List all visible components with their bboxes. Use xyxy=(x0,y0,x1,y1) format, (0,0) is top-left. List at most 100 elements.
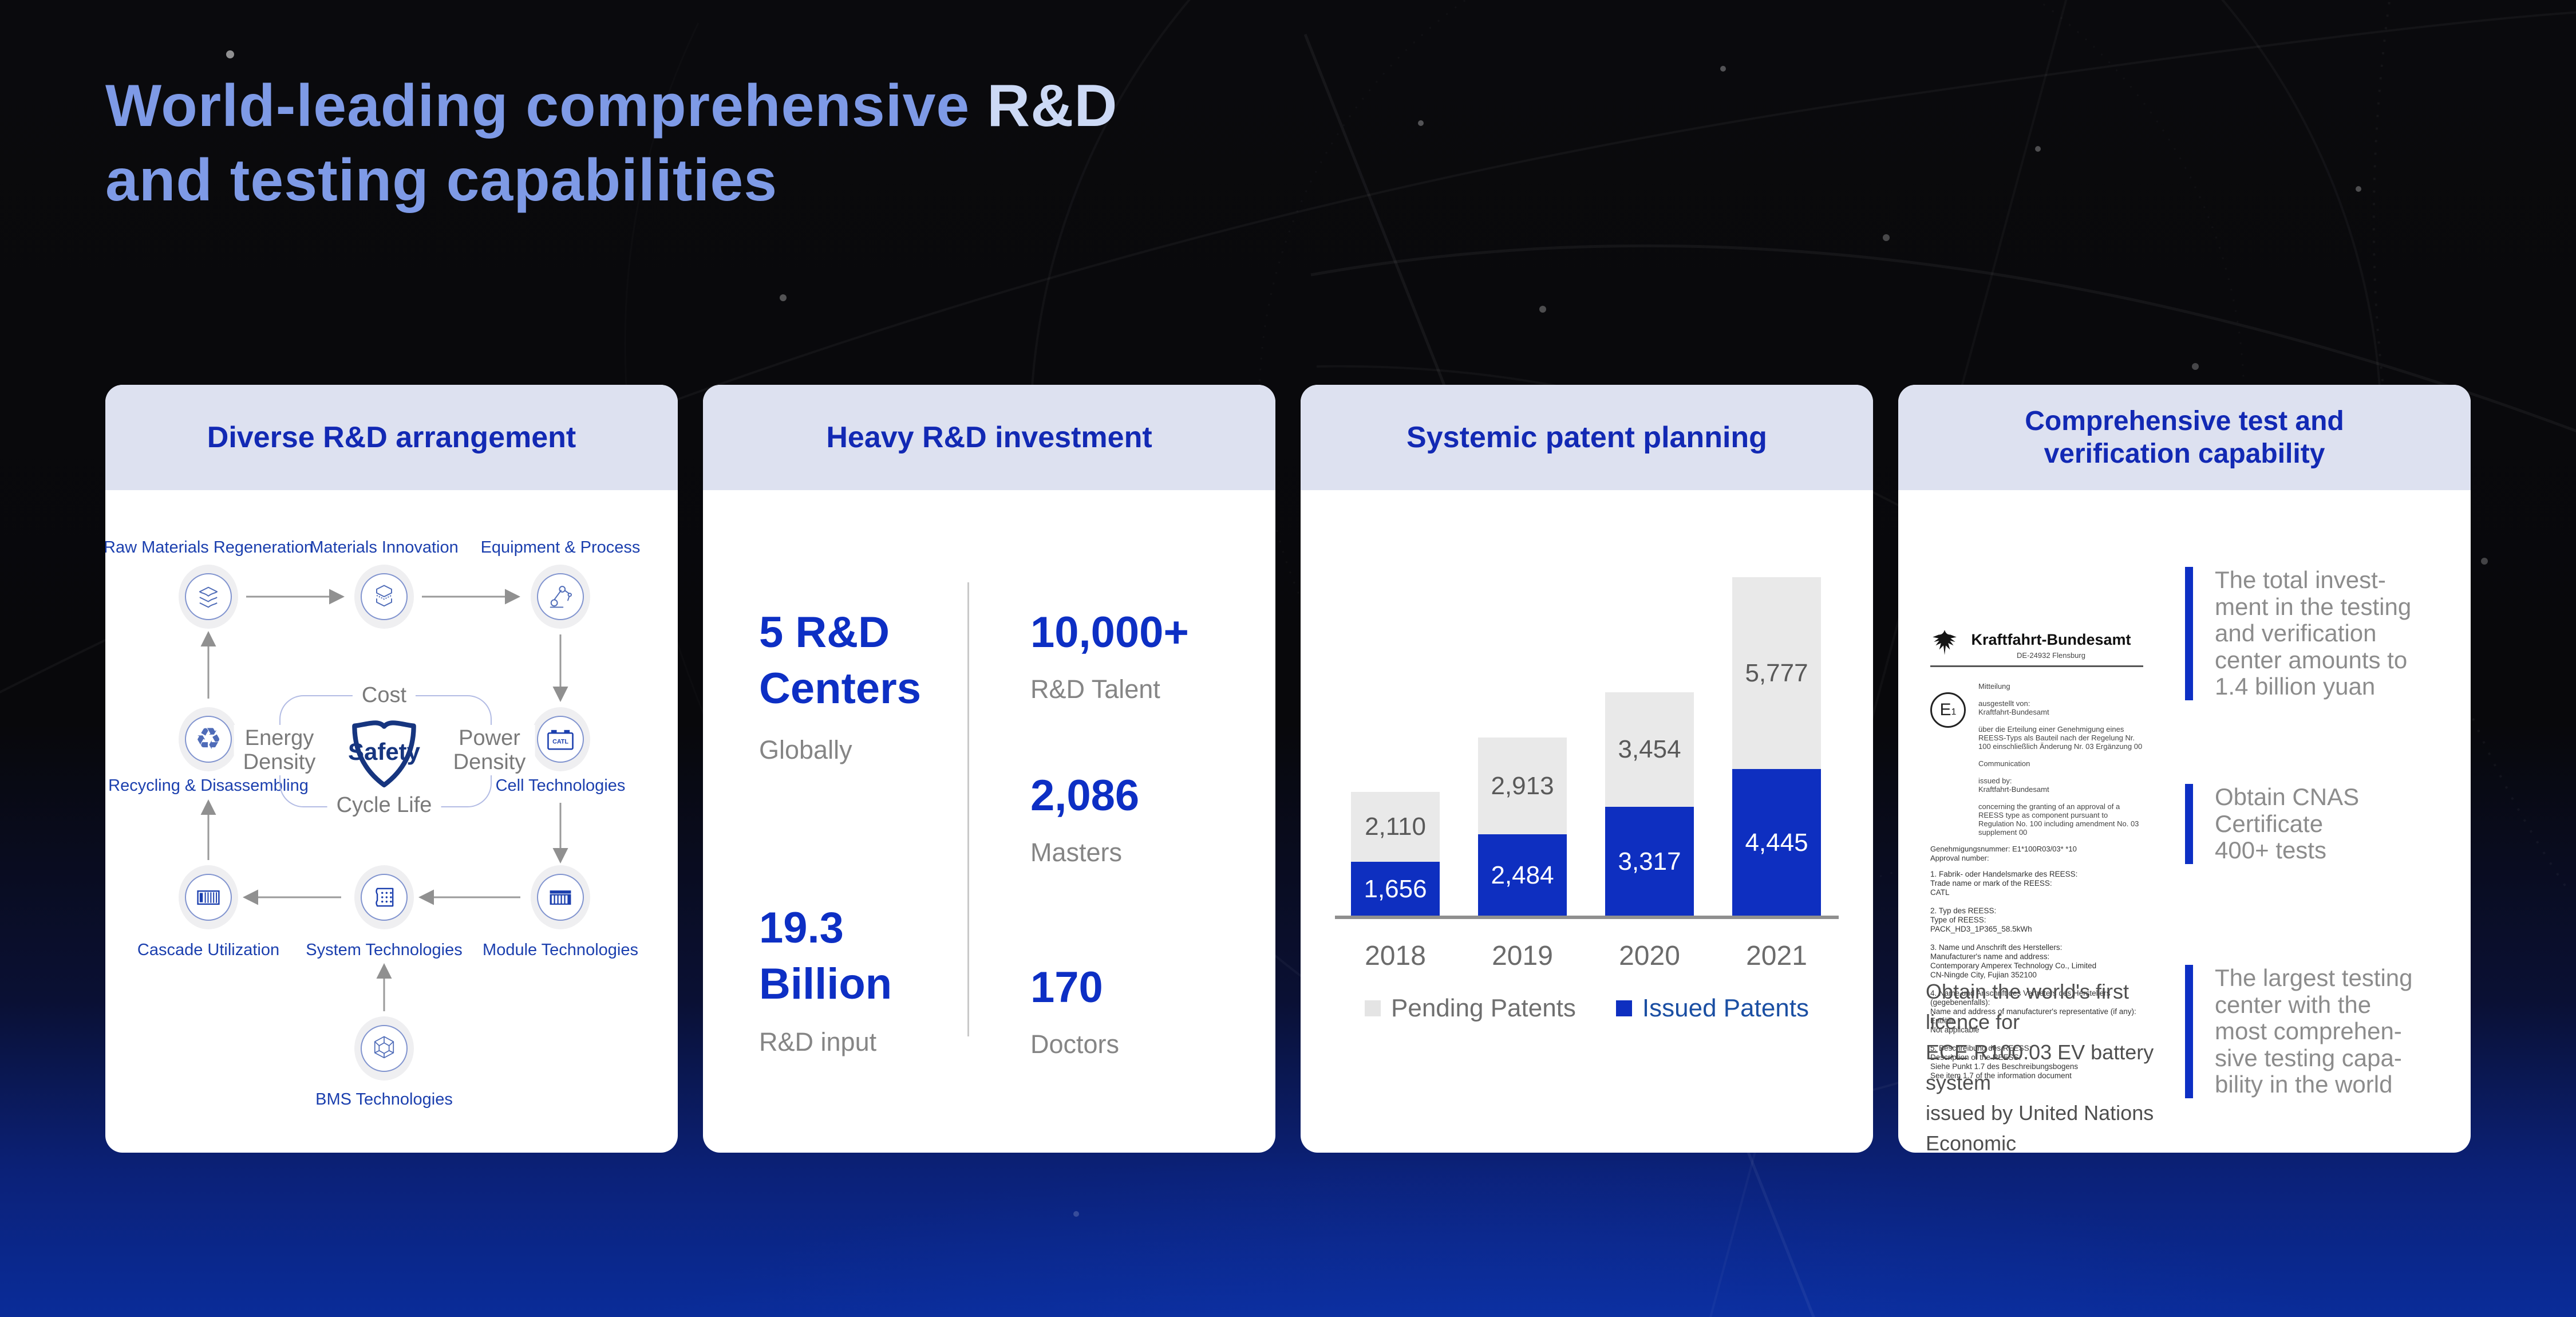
node-label-bms: BMS Technologies xyxy=(315,1090,453,1109)
module-icon xyxy=(550,890,571,905)
issued-segment: 4,445 xyxy=(1732,769,1821,917)
cascade-rack-icon xyxy=(197,890,220,905)
card-rd-arrangement: Diverse R&D arrangement xyxy=(105,385,678,1153)
issued-segment: 3,317 xyxy=(1605,807,1694,917)
card-patent-planning: Systemic patent planning 2,110 1,656 2,9… xyxy=(1301,385,1873,1153)
bullet-bar xyxy=(2185,567,2193,700)
node-materials-innovation xyxy=(354,565,414,629)
bullet-total-investment: The total invest- ment in the testing an… xyxy=(2185,566,2411,700)
issued-swatch-icon xyxy=(1615,1000,1632,1016)
pending-segment: 2,110 xyxy=(1351,792,1440,862)
robot-arm-icon xyxy=(550,586,572,608)
stat-rd-input-label: R&D input xyxy=(759,1027,877,1056)
stat-doctors: 170 xyxy=(1030,963,1103,1012)
bullet-largest-testing-center: The largest testing center with the most… xyxy=(2185,964,2413,1098)
pending-segment: 5,777 xyxy=(1732,577,1821,769)
bullet-bar xyxy=(2185,965,2193,1098)
issued-value: 2,484 xyxy=(1491,861,1554,889)
bullet-cnas-certificate: Obtain CNAS Certificate 400+ tests xyxy=(2185,783,2360,864)
node-label-cascade: Cascade Utilization xyxy=(137,941,280,959)
catl-battery-icon: CATL xyxy=(547,730,574,750)
bar-2021: 5,777 4,445 xyxy=(1732,577,1821,917)
title-line-2: and testing capabilities xyxy=(105,147,778,214)
bullet-text: The largest testing center with the most… xyxy=(2215,964,2413,1098)
factor-energy-density-label: Energy Density xyxy=(234,725,325,775)
node-label-materials-innovation: Materials Innovation xyxy=(310,538,459,557)
testing-body: Kraftfahrt-Bundesamt DE-24932 Flensburg … xyxy=(1898,490,2471,1153)
card-header-arrangement: Diverse R&D arrangement xyxy=(105,385,678,490)
node-cascade xyxy=(179,865,238,929)
investment-stats: 5 R&D Centers Globally 10,000+ R&D Talen… xyxy=(703,490,1275,1153)
node-circle xyxy=(537,874,584,921)
year-2020: 2020 xyxy=(1619,941,1680,971)
stat-rd-centers-label: Globally xyxy=(759,735,852,764)
issued-segment: 2,484 xyxy=(1478,834,1567,917)
layers-regeneration-icon xyxy=(199,586,218,608)
title-text: World-leading comprehensive xyxy=(105,73,987,139)
legend-pending-label: Pending Patents xyxy=(1391,994,1576,1022)
year-2018: 2018 xyxy=(1365,941,1426,971)
safety-shield: Safety xyxy=(347,710,421,790)
node-raw-materials xyxy=(179,565,238,629)
certificate-authority: Kraftfahrt-Bundesamt xyxy=(1971,631,2131,648)
shield-icon xyxy=(352,720,416,788)
patent-stacked-bar-chart: 2,110 1,656 2,913 2,484 3,454 3,317 5,77… xyxy=(1301,490,1873,919)
certificate-rule xyxy=(1930,665,2143,667)
material-stack-icon xyxy=(376,585,392,607)
issued-value: 3,317 xyxy=(1618,847,1681,876)
node-bms xyxy=(354,1016,414,1081)
node-label-equipment-process: Equipment & Process xyxy=(480,538,641,557)
issued-segment: 1,656 xyxy=(1351,862,1440,917)
bar-2019: 2,913 2,484 xyxy=(1478,738,1567,917)
node-equipment-process xyxy=(531,565,590,629)
node-label-module: Module Technologies xyxy=(483,941,638,959)
legend-issued-label: Issued Patents xyxy=(1642,994,1809,1022)
title-line-1: World-leading comprehensive R&D xyxy=(105,69,1118,143)
pending-value: 5,777 xyxy=(1745,658,1808,687)
node-circle xyxy=(537,573,584,620)
e-mark-number: 1 xyxy=(1951,707,1957,717)
bullet-text: Obtain CNAS Certificate 400+ tests xyxy=(2215,783,2360,863)
svg-text:CATL: CATL xyxy=(552,739,568,746)
stat-doctors-label: Doctors xyxy=(1030,1030,1120,1059)
node-label-cell-technologies: Cell Technologies xyxy=(495,776,626,795)
stat-rd-input: 19.3 Billion xyxy=(759,904,892,1008)
recycle-icon: ♻ xyxy=(195,723,222,756)
year-2019: 2019 xyxy=(1492,941,1553,971)
cards-row: Diverse R&D arrangement xyxy=(105,385,2471,1153)
flow-arrows xyxy=(200,589,568,1011)
federal-eagle-icon xyxy=(1933,630,1957,655)
stat-rd-talent-label: R&D Talent xyxy=(1030,675,1160,704)
certificate-approval-number: Genehmigungsnummer: E1*100R03/03* *10 Ap… xyxy=(1930,845,2077,862)
node-label-system: System Technologies xyxy=(306,941,463,959)
stat-rd-centers: 5 R&D Centers xyxy=(759,608,921,713)
node-circle xyxy=(361,573,408,620)
node-label-raw-materials: Raw Materials Regeneration xyxy=(105,538,313,557)
stat-rd-talent: 10,000+ xyxy=(1030,608,1189,657)
certificate-items: 1. Fabrik- oder Handelsmarke des REESS: … xyxy=(1930,870,2136,1080)
page-title: World-leading comprehensive R&D and test… xyxy=(105,69,1118,218)
node-label-recycling: Recycling & Disassembling xyxy=(108,776,309,795)
stat-masters-label: Masters xyxy=(1030,838,1123,867)
kba-certificate-document: Kraftfahrt-Bundesamt DE-24932 Flensburg … xyxy=(1930,628,2143,1081)
e-mark-letter: E xyxy=(1939,700,1951,719)
node-recycling: ♻ xyxy=(179,707,238,771)
node-circle xyxy=(185,573,232,620)
pending-value: 2,110 xyxy=(1365,813,1426,841)
ece-licence-note: Obtain the world's first licence for ECE… xyxy=(1926,980,2154,1153)
node-circle xyxy=(361,874,408,921)
stats-divider xyxy=(967,582,969,1036)
bms-cube-icon xyxy=(374,1036,394,1059)
pending-segment: 3,454 xyxy=(1605,692,1694,807)
card-header-patents: Systemic patent planning xyxy=(1301,385,1873,490)
x-axis-line xyxy=(1335,916,1839,919)
rd-flow-diagram: Raw Materials Regeneration Materials Inn… xyxy=(105,490,678,1153)
node-module-technologies xyxy=(531,865,590,929)
safety-label: Safety xyxy=(347,738,421,765)
card-header-testing: Comprehensive test and verification capa… xyxy=(1898,385,2471,490)
pending-value: 2,913 xyxy=(1491,771,1554,800)
certificate-intro-text: Mitteilung ausgestellt von: Kraftfahrt-B… xyxy=(1978,682,2143,837)
certificate-title-block: Kraftfahrt-Bundesamt DE-24932 Flensburg xyxy=(1959,628,2143,660)
